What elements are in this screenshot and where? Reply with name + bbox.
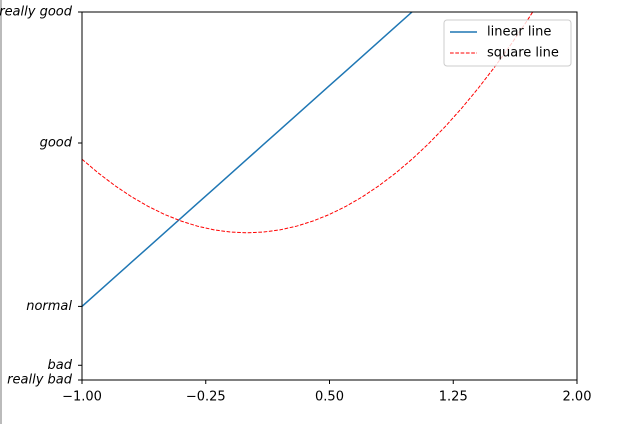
plot-lines [82,12,534,307]
legend-label: linear line [487,25,551,40]
line-series [82,12,414,307]
x-tick-label: 1.25 [439,390,468,405]
x-tick-label: 0.50 [315,390,344,405]
x-tick-label: −0.25 [186,390,226,405]
line-series [82,12,534,234]
y-tick-label: really good [0,5,73,20]
y-tick-label: normal [26,299,72,314]
y-tick-label: good [40,136,73,151]
legend-label: square line [487,46,559,61]
y-tick-label: really bad [7,373,73,388]
x-tick-label: −1.00 [62,390,102,405]
window-edge [0,0,2,424]
y-tick-label: bad [48,358,73,373]
x-tick-label: 2.00 [563,390,592,405]
plot-area [82,12,577,380]
